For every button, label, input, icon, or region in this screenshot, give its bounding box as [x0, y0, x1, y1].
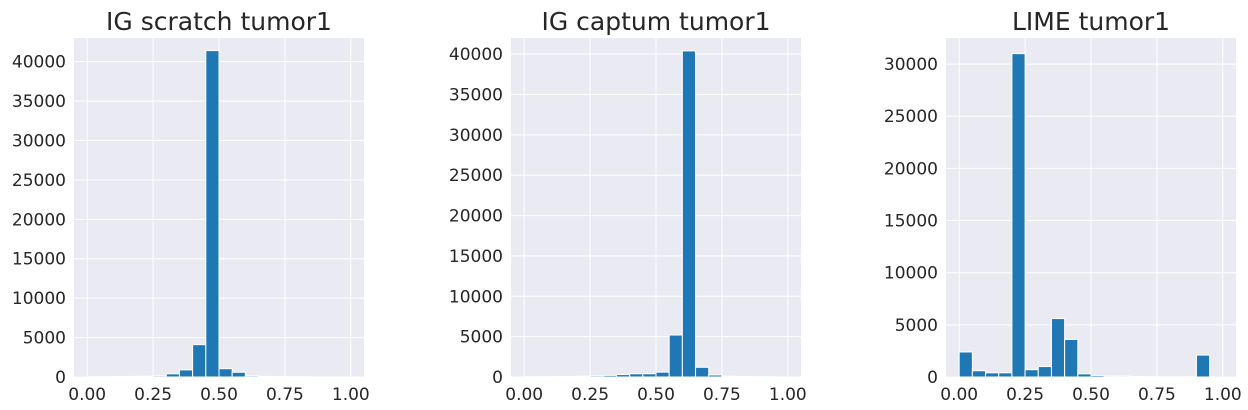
histogram-bar: [1131, 376, 1144, 377]
y-tick-label: 10000: [449, 287, 503, 307]
histogram-bar: [1051, 319, 1064, 377]
y-tick-label: 15000: [449, 247, 503, 267]
x-tick-label: 0.50: [200, 385, 238, 405]
y-tick-label: 20000: [12, 210, 66, 230]
histogram-bar: [972, 371, 985, 377]
histogram-bar: [577, 376, 590, 377]
x-tick-label: 1.00: [1204, 385, 1242, 405]
histogram-bar: [722, 376, 735, 377]
y-tick-label: 30000: [449, 126, 503, 146]
y-tick-label: 0: [55, 368, 66, 388]
histogram-bar: [643, 374, 656, 377]
histogram-bar: [590, 376, 603, 377]
histogram-bar: [166, 374, 179, 377]
histogram-bar: [1091, 375, 1104, 377]
y-tick-label: 0: [927, 368, 938, 388]
histogram-bar: [206, 51, 219, 377]
x-tick-label: 0.50: [1072, 385, 1110, 405]
y-tick-label: 15000: [12, 250, 66, 270]
x-tick-label: 0.25: [134, 385, 172, 405]
histogram-bar: [1117, 376, 1130, 377]
histogram-bar: [1012, 54, 1025, 377]
y-tick-label: 35000: [449, 86, 503, 106]
y-tick-label: 20000: [449, 207, 503, 227]
histogram-bar: [616, 375, 629, 377]
histogram-bar: [656, 372, 669, 377]
x-tick-label: 0.00: [940, 385, 978, 405]
y-tick-label: 35000: [12, 92, 66, 112]
histogram-bar: [1065, 339, 1078, 377]
histogram-bar: [999, 373, 1012, 377]
histogram-bar: [140, 376, 153, 377]
y-tick-label: 30000: [12, 131, 66, 151]
x-tick-label: 0.75: [703, 385, 741, 405]
y-tick-label: 10000: [884, 264, 938, 284]
histogram-bar: [259, 376, 272, 377]
y-tick-label: 5000: [23, 329, 66, 349]
x-tick-label: 0.75: [1138, 385, 1176, 405]
chart-title: IG scratch tumor1: [106, 7, 332, 36]
histogram-panel-1: 0 5000 10000 15000 20000 25000 30000 35000 40000…: [12, 7, 370, 405]
histogram-bar: [153, 376, 166, 377]
histogram-bar: [219, 369, 232, 377]
y-tick-label: 0: [492, 368, 503, 388]
y-tick-label: 10000: [12, 289, 66, 309]
histogram-bar: [1078, 374, 1091, 377]
histogram-bar: [603, 375, 616, 377]
y-tick-label: 5000: [895, 316, 938, 336]
y-tick-label: 25000: [884, 107, 938, 127]
histogram-bar: [232, 372, 245, 377]
histogram-bar: [193, 345, 206, 377]
x-tick-label: 0.75: [266, 385, 304, 405]
x-tick-label: 0.00: [505, 385, 543, 405]
histogram-bar: [1038, 367, 1051, 377]
histogram-panel-3: 0 5000 10000 15000 20000 25000 30000 0.00 0.25 0.…: [884, 7, 1242, 405]
histogram-bar: [709, 375, 722, 377]
x-tick-label: 1.00: [332, 385, 370, 405]
x-tick-label: 0.00: [68, 385, 106, 405]
chart-title: IG captum tumor1: [541, 7, 770, 36]
histogram-bar: [1196, 355, 1209, 377]
histogram-bar: [1025, 370, 1038, 377]
y-tick-label: 40000: [12, 53, 66, 73]
histogram-panel-2: 0 5000 10000 15000 20000 25000 30000 35000 40000…: [449, 7, 807, 405]
x-tick-label: 0.25: [571, 385, 609, 405]
histogram-bar: [959, 352, 972, 377]
y-tick-label: 40000: [449, 45, 503, 65]
y-tick-label: 5000: [460, 328, 503, 348]
x-tick-label: 1.00: [769, 385, 807, 405]
histogram-bar: [986, 373, 999, 377]
histogram-bar: [127, 376, 140, 377]
y-tick-label: 25000: [12, 171, 66, 191]
y-tick-label: 25000: [449, 166, 503, 186]
y-tick-label: 20000: [884, 159, 938, 179]
chart-title: LIME tumor1: [1012, 7, 1170, 36]
y-tick-label: 15000: [884, 212, 938, 232]
histogram-bar: [179, 370, 192, 377]
histogram-bar: [245, 376, 258, 377]
histogram-bar: [696, 367, 709, 377]
histogram-bar: [682, 51, 695, 377]
histogram-bar: [630, 374, 643, 377]
histogram-bar: [1104, 376, 1117, 377]
x-tick-label: 0.50: [637, 385, 675, 405]
y-tick-label: 30000: [884, 55, 938, 75]
x-tick-label: 0.25: [1006, 385, 1044, 405]
histogram-bar: [669, 335, 682, 377]
